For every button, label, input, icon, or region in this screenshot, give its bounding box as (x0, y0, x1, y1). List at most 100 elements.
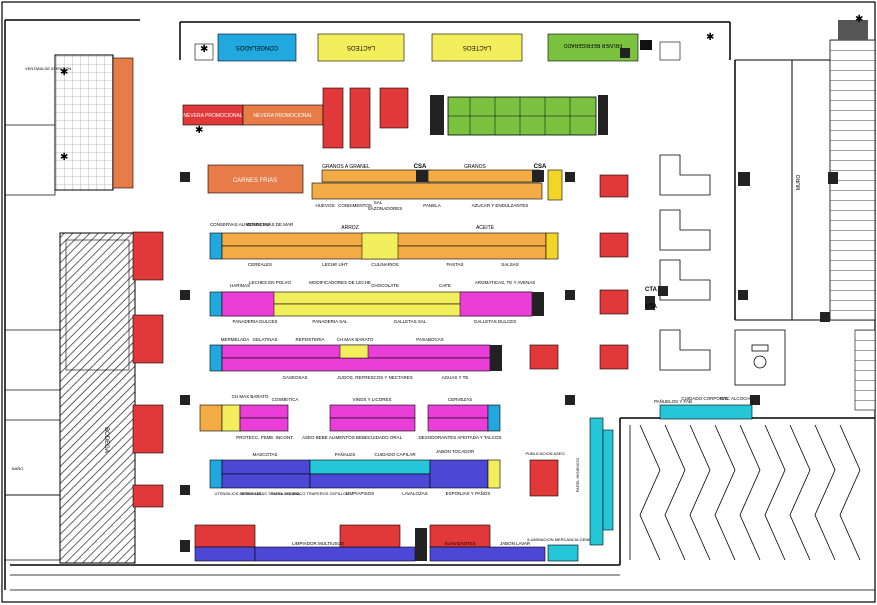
modificadores-label: MODIFICADORES DE LECHE (309, 280, 371, 285)
fruver-island (430, 95, 608, 136)
svg-text:✱: ✱ (855, 14, 863, 25)
aseo-bebe-label: ASEO BEBE ALIMENTOS BEBE (302, 435, 368, 440)
aisle-7: LIMPIADOR MULTIUSOS SUAVIZANTES JABON LA… (194, 524, 599, 562)
vinos-label: VINOS Y LICORES (352, 397, 391, 402)
svg-text:✱: ✱ (200, 44, 208, 55)
cuidado-oral-label: CUIDADO ORAL (368, 435, 403, 440)
aisle-2: CONSERVAS ALIMENTICIAS CONSERVAS DE MAR … (209, 222, 559, 267)
mermeladas-label: MERMELADA (221, 337, 250, 342)
aisle-5: CH MAX BARATO COSMETICA VINOS Y LICORES … (199, 394, 502, 440)
gaseosas-label: GASEOSAS (282, 375, 307, 380)
galletas-dulces-label: GALLETAS DULCES (474, 319, 516, 324)
cuidado-capilar-label: CUIDADO CAPILAR (374, 452, 416, 457)
storage-hatched: BODEGA (59, 232, 136, 564)
lacteos-label-2: LACTEOS (463, 44, 491, 50)
mascotas-label: MASCOTAS (253, 452, 278, 457)
papel-higienico-label: PAPEL HIGIENICO (575, 458, 580, 492)
cereales-label: CEREALES (248, 262, 272, 267)
cuidado-corporal-label: CUIDADO CORPORAL (681, 396, 729, 401)
azucar-label: AZUCAR Y ENDULZANTES (472, 203, 529, 208)
wc-label: BAÑO (12, 466, 23, 471)
aisle-3: HARINAS LECHES EN POLVO MODIFICADORES DE… (209, 280, 544, 324)
left-endcaps (132, 231, 164, 508)
cosmetica-label: COSMETICA (272, 397, 299, 402)
parking-area (629, 424, 861, 561)
panela-label: PANELA (423, 203, 440, 208)
columns (180, 48, 838, 552)
salsas-label: SALSAS (501, 262, 519, 267)
carnes-frias-label: CARNES FRIAS (233, 178, 277, 184)
sazonadores-label: SAZONADORES (368, 206, 403, 211)
panaderia-dulces-label: PANADERIA DULCES (233, 319, 278, 324)
left-rooms: VENTANA DE ATENCION BAÑO (4, 66, 71, 561)
aisle-4: MERMELADA GELATINAS REPOSTERIA CH MAX BA… (209, 337, 502, 380)
esponjas-label: ESPONJAS Y PAÑOS (446, 490, 491, 496)
ventana-label: VENTANA DE ATENCION (25, 66, 71, 71)
svg-text:✱: ✱ (706, 32, 714, 43)
panaderia-sal-label: PANADERIA SAL (312, 319, 348, 324)
svg-text:✱: ✱ (195, 125, 203, 136)
restroom-right: MURO (734, 175, 802, 386)
lacteos-fixture-1 (317, 33, 405, 62)
arroz-label: ARROZ (341, 225, 359, 231)
right-gondola: PAÑUELOS Y FAB CUIDADO CORPORAL OTC ALCO… (525, 396, 756, 546)
granos-label: GRANOS (464, 164, 486, 170)
proteccion-label: PROTECC. FEME. INCONT. (236, 435, 294, 440)
csa-label-2: CSA (534, 164, 547, 170)
ch-max-label-4: CH MAX BARATO (337, 337, 374, 342)
lacteos-label-1: LACTEOS (347, 44, 375, 50)
condimentos-label: CONDIMENTOS (338, 203, 372, 208)
tiled-room (54, 54, 134, 191)
muro-label: MURO (796, 175, 802, 190)
reposteria-label: REPOSTERIA (295, 337, 324, 342)
pastas-label: PASTAS (446, 262, 463, 267)
cafe-label: CAFE (439, 283, 451, 288)
nevera-label-1: NEVERA PROMOCIONAL (183, 113, 242, 119)
leche-label: LECHE UHT (322, 262, 348, 267)
aceite-label: ACEITE (476, 225, 495, 231)
nevera-label-2: NEVERA PROMOCIONAL (253, 113, 312, 119)
conservas-mar-label: CONSERVAS DE MAR (247, 222, 294, 227)
congelados-label: CONGELADOS (236, 44, 278, 50)
sal-label: SAL (374, 200, 383, 205)
svg-text:✱: ✱ (60, 67, 68, 78)
chocolate-label: CHOCOLATE (371, 283, 399, 288)
conservas-label: CONSERVAS ALIMENTICIAS (210, 222, 270, 227)
gelatinas-label: GELATINAS (253, 337, 278, 342)
suavizantes-label: SUAVIZANTES (445, 541, 476, 546)
papel-label: PAPEL HIGIENICO TRAPEROS CEPILLOS (271, 491, 350, 496)
promo-coolers: NEVERA PROMOCIONAL NEVERA PROMOCIONAL CA… (182, 87, 409, 194)
pasabocas-label: PASABOCAS (416, 337, 443, 342)
lacteos-fixture-2 (431, 33, 523, 62)
aisle-6: MASCOTAS PAÑALES CUIDADO CAPILAR JABON T… (209, 449, 501, 496)
otc-label: OTC ALCOCHOL (720, 396, 756, 401)
panuelos-label: PAÑUELOS Y FAB (654, 398, 692, 404)
aguas-label: AGUAS Y TE (442, 375, 469, 380)
checkout-counters: CTA CTA (645, 154, 711, 371)
limpiador-label: LIMPIADOR MULTIUSOS (292, 541, 344, 546)
jabon-lavar-label: JABON LAVAR (500, 541, 531, 546)
stairs-right (829, 20, 876, 411)
light-markers: ✱ ✱ ✱ ✱ ✱ ✱ (60, 14, 863, 163)
fruver-label: FRUVER REFRIGERADO (564, 42, 623, 48)
granos-granel-label: GRANOS A GRANEL (322, 164, 370, 170)
cervezas-label: CERVEZAS (448, 397, 472, 402)
panales-label: PAÑALES (335, 451, 355, 457)
huevos-label: HUEVOS (315, 203, 334, 208)
cta-label-1: CTA (645, 287, 658, 293)
jabon-tocador-label: JABON TOCADOR (436, 449, 475, 454)
ch-max-label-5: CH MAX BARATO (232, 394, 269, 399)
lavalozas-label: LAVALOZAS (402, 491, 428, 496)
culinarios-label: CULINARIOS (371, 262, 399, 267)
limpiapisos-label: LIMPIAPISOS (346, 491, 375, 496)
aisle-1: GRANOS A GRANEL GRANOS CSA CSA HUEVOS CO… (311, 164, 563, 211)
leches-polvo-label: LECHES EN POLVO (249, 280, 291, 285)
servilletas-label: SERVILLETAS TOALLA COCINA (240, 491, 300, 496)
harinas-label: HARINAS (230, 283, 250, 288)
utensilios-label: UTENSILIOS DESECHAB (215, 491, 262, 496)
galletas-sal-label: GALLETAS SAL (394, 319, 427, 324)
center-endcaps (529, 174, 629, 497)
iluminacion-label: ILUMINACION MERCANCIA GENERAL (527, 537, 599, 542)
